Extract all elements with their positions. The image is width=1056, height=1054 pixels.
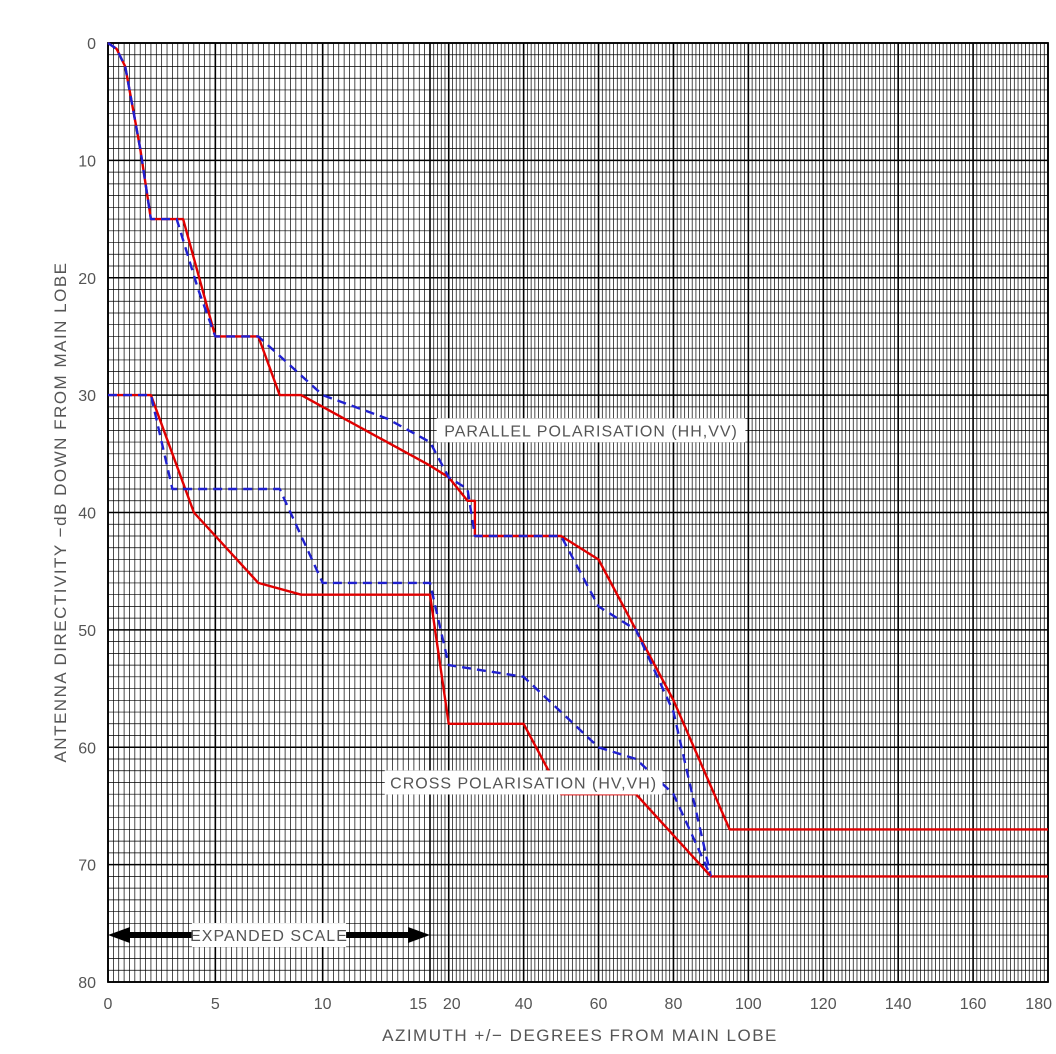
x-axis-title: AZIMUTH +/− DEGREES FROM MAIN LOBE (382, 1026, 778, 1045)
series-line-2 (107, 42, 713, 877)
x-tick-label: 60 (590, 996, 608, 1013)
y-tick-label: 50 (78, 623, 96, 640)
plot-frame (107, 42, 1049, 983)
y-tick-label: 30 (78, 388, 96, 405)
x-tick-label: 180 (1025, 996, 1052, 1013)
series-line-3 (108, 393, 1048, 878)
arrow-right-head (408, 927, 430, 944)
annotation-label: EXPANDED SCALE (190, 928, 348, 945)
x-tick-label: 140 (885, 996, 912, 1013)
y-tick-label: 80 (78, 975, 96, 992)
tick-labels: 0 10 20 30 40 50 60 70 80 0 5 10 15 20 40 60 80 100 120 140… (78, 36, 1052, 1013)
series-line-4 (108, 393, 712, 877)
y-tick-label: 70 (78, 858, 96, 875)
x-tick-label: 0 (104, 996, 113, 1013)
x-tick-label: 5 (211, 996, 220, 1013)
annotation-label: PARALLEL POLARISATION (HH,VV) (444, 423, 738, 440)
annotation-label: CROSS POLARISATION (HV,VH) (390, 775, 657, 792)
y-tick-label: 60 (78, 740, 96, 757)
series-layer (107, 42, 1048, 878)
x-tick-label: 80 (665, 996, 683, 1013)
x-tick-label: 40 (515, 996, 533, 1013)
x-tick-label: 20 (443, 996, 461, 1013)
y-tick-label: 20 (78, 271, 96, 288)
x-tick-label: 160 (960, 996, 987, 1013)
y-axis-title: ANTENNA DIRECTIVITY −dB DOWN FROM MAIN L… (51, 261, 70, 762)
y-tick-label: 40 (78, 506, 96, 523)
grid-major (107, 42, 1049, 983)
x-tick-label: 100 (735, 996, 762, 1013)
y-tick-label: 10 (78, 153, 96, 170)
y-tick-label: 0 (87, 36, 96, 53)
annotation-layer: PARALLEL POLARISATION (HH,VV) CROSS POLAR… (108, 418, 746, 948)
annotation-background (191, 923, 347, 948)
x-tick-label: 15 (409, 996, 427, 1013)
arrow-left-head (108, 927, 130, 944)
x-tick-label: 10 (314, 996, 332, 1013)
annotation-background (436, 418, 746, 443)
annotation-background (384, 770, 663, 795)
x-tick-label: 120 (810, 996, 837, 1013)
